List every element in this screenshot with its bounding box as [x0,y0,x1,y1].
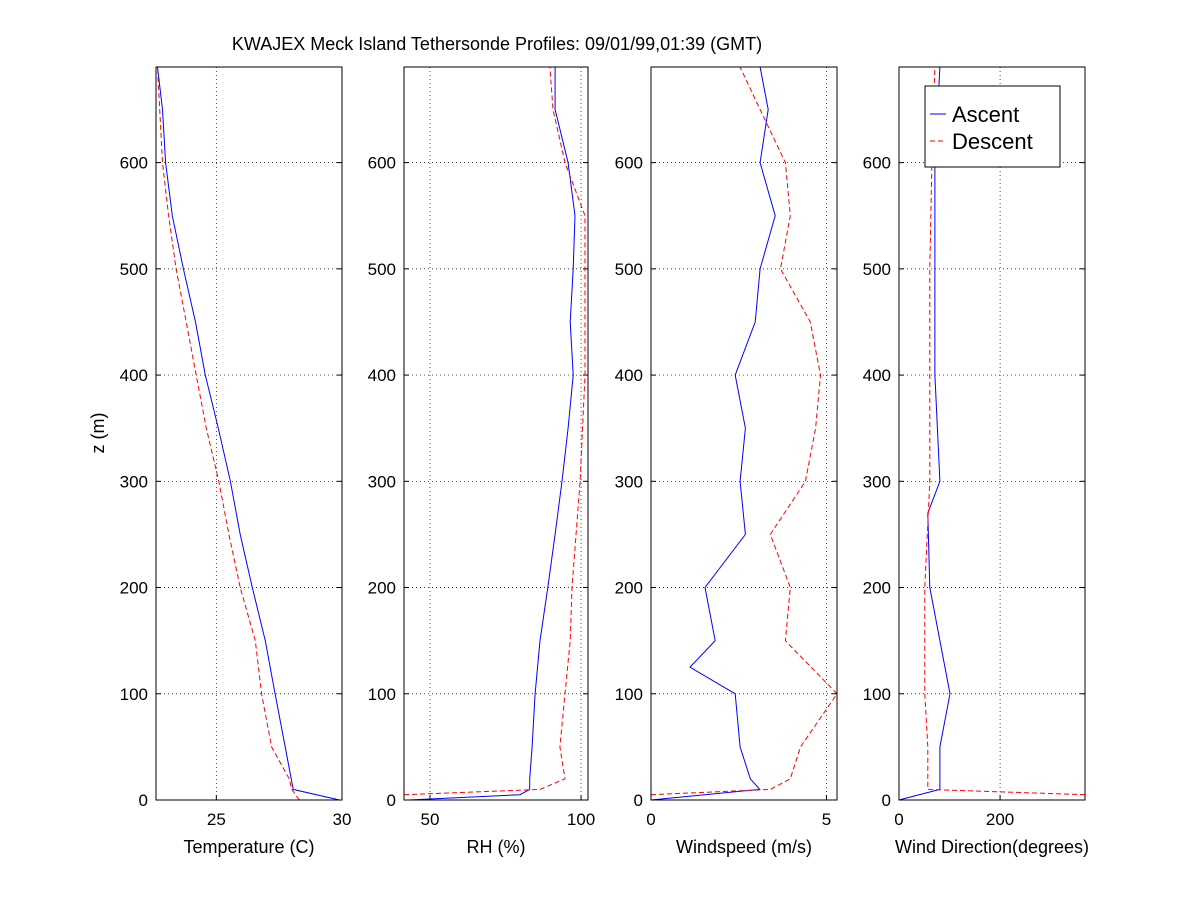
plot-frame [898,66,1086,801]
y-tick-label: 300 [615,472,643,491]
y-tick-label: 100 [368,685,396,704]
y-tick-label: 100 [863,685,891,704]
legend-box [924,85,1061,168]
x-tick-label: 5 [822,810,831,829]
panel-1: 0 100 200 300 400 500 600 25 30 Temperature (C) [120,66,352,857]
y-tick-label: 0 [882,791,891,810]
y-tick-label: 0 [139,791,148,810]
y-axis-label: z (m) [88,413,108,454]
y-tick-label: 400 [615,366,643,385]
x-tick-label: 0 [894,810,903,829]
y-tick-label: 500 [120,260,148,279]
y-tick-label: 200 [863,579,891,598]
y-tick-label: 300 [120,472,148,491]
y-tick-label: 300 [368,472,396,491]
plot-frame [650,66,838,801]
y-tick-label: 200 [368,579,396,598]
y-tick-label: 500 [368,260,396,279]
y-tick-label: 500 [615,260,643,279]
y-tick-label: 200 [120,579,148,598]
y-tick-label: 600 [615,154,643,173]
legend-descent-label: Descent [952,129,1033,154]
y-tick-label: 600 [368,154,396,173]
y-tick-label: 0 [634,791,643,810]
y-tick-label: 0 [387,791,396,810]
ascent-line [157,66,340,801]
plot-frame [403,66,589,801]
y-tick-label: 100 [615,685,643,704]
y-tick-label: 600 [863,154,891,173]
legend: Ascent Descent [924,85,1061,168]
ascent-line [408,67,576,801]
ascent-line [898,66,951,801]
y-tick-label: 200 [615,579,643,598]
panel-3: 0 100 200 300 400 500 600 0 5 Windspeed (m/s) [615,66,838,857]
x-tick-label: 200 [986,810,1014,829]
x-tick-label: 30 [333,810,352,829]
panel-4: 0 100 200 300 400 500 600 0 200 Wind Direction(de… [863,66,1089,857]
y-tick-label: 400 [368,366,396,385]
x-axis-label: Temperature (C) [183,837,314,857]
y-tick-label: 100 [120,685,148,704]
plot-frame [155,66,343,801]
descent-line [157,66,300,801]
ascent-line [650,66,776,801]
panel-2: 0 100 200 300 400 500 600 50 100 RH (%) [368,66,595,857]
legend-ascent-label: Ascent [952,102,1019,127]
y-tick-label: 300 [863,472,891,491]
y-tick-label: 400 [120,366,148,385]
y-tick-label: 600 [120,154,148,173]
x-axis-label: Windspeed (m/s) [676,837,812,857]
x-tick-label: 25 [207,810,226,829]
x-tick-label: 50 [421,810,440,829]
chart-title: KWAJEX Meck Island Tethersonde Profiles:… [232,34,762,54]
descent-line [650,66,838,796]
descent-line [924,66,1086,796]
x-tick-label: 100 [567,810,595,829]
descent-line [403,66,586,796]
y-tick-label: 400 [863,366,891,385]
x-axis-label: RH (%) [467,837,526,857]
x-tick-label: 0 [646,810,655,829]
y-tick-label: 500 [863,260,891,279]
x-axis-label: Wind Direction(degrees) [895,837,1089,857]
